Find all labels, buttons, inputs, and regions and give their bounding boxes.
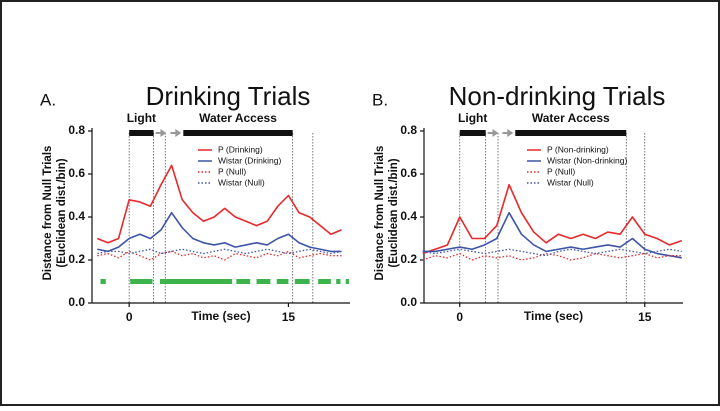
legend-label: Wistar (Null) <box>547 177 594 187</box>
chart-title: Non-drinking Trials <box>449 81 666 111</box>
y-tick-label: 0.6 <box>400 166 417 180</box>
significance-bar <box>256 279 271 284</box>
y-tick-label: 0.4 <box>68 209 85 223</box>
y-axis-label: Distance from Null Trials <box>374 146 386 281</box>
legend-label: Wistar (Drinking) <box>218 155 281 165</box>
series-line <box>97 164 342 244</box>
panel-label: A. <box>40 90 56 109</box>
series-line <box>422 211 682 259</box>
significance-bar <box>318 279 331 284</box>
arrow-head <box>492 129 499 137</box>
y-tick-label: 0.6 <box>68 166 85 180</box>
y-tick-label: 0.8 <box>68 123 85 137</box>
series-line <box>97 211 342 253</box>
significance-bar <box>345 279 349 284</box>
legend-label: P (Null) <box>547 166 575 176</box>
y-tick-label: 0.0 <box>400 295 417 309</box>
significance-bar <box>276 279 289 284</box>
arrow-head <box>160 129 167 137</box>
y-tick-label: 0.0 <box>68 295 85 309</box>
arrow-head <box>175 129 182 137</box>
y-axis-label: (Euclidean dist./bin) <box>56 158 68 267</box>
x-tick-label: 15 <box>638 310 652 324</box>
significance-bar <box>130 279 153 284</box>
annotation-bar <box>129 130 154 136</box>
x-tick-label: 0 <box>126 310 133 324</box>
annotation-bar <box>515 130 627 136</box>
y-tick-label: 0.4 <box>400 209 417 223</box>
annotation-label: Water Access <box>199 111 277 125</box>
annotation-label: Water Access <box>532 111 610 125</box>
significance-bar <box>159 279 233 284</box>
x-axis-label: Time (sec) <box>191 309 250 323</box>
legend-label: P (Non-drinking) <box>547 144 609 154</box>
annotation-label: Light <box>458 111 487 125</box>
annotation-bar <box>459 130 486 136</box>
legend-label: Wistar (Non-drinking) <box>547 155 627 165</box>
y-tick-label: 0.2 <box>68 252 85 266</box>
y-axis-label: (Euclidean dist./bin) <box>388 158 400 267</box>
x-tick-label: 15 <box>282 310 296 324</box>
x-axis-label: Time (sec) <box>524 309 583 323</box>
annotation-label: Light <box>127 111 156 125</box>
significance-bar <box>100 279 106 284</box>
significance-bar <box>236 279 251 284</box>
annotation-bar <box>183 130 293 136</box>
series-line <box>422 183 683 255</box>
x-tick-label: 0 <box>456 310 463 324</box>
chart-title: Drinking Trials <box>146 81 311 111</box>
y-axis-label: Distance from Null Trials <box>42 146 54 281</box>
y-tick-label: 0.2 <box>400 252 417 266</box>
panel-label: B. <box>372 90 388 109</box>
legend-label: Wistar (Null) <box>218 177 265 187</box>
y-tick-label: 0.8 <box>400 123 417 137</box>
significance-bar <box>336 279 341 284</box>
legend-label: P (Drinking) <box>218 144 263 154</box>
arrow-head <box>507 129 514 137</box>
legend-label: P (Null) <box>218 166 246 176</box>
significance-bar <box>294 279 310 284</box>
series-line <box>422 252 682 261</box>
